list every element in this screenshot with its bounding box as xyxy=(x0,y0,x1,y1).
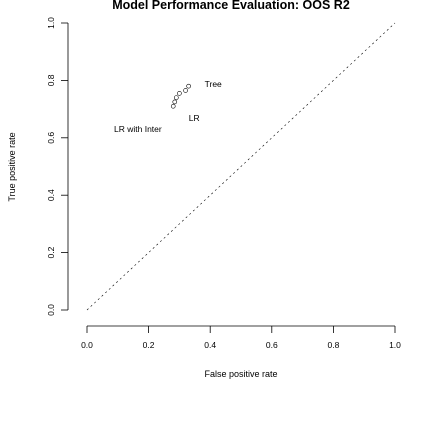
x-tick-label: 0.0 xyxy=(81,340,93,350)
point-label: LR xyxy=(189,113,200,123)
point-label: Tree xyxy=(205,79,222,89)
y-tick-label: 0.4 xyxy=(46,189,56,201)
data-point xyxy=(174,95,179,100)
y-tick-label: 1.0 xyxy=(46,17,56,29)
x-tick-label: 0.2 xyxy=(143,340,155,350)
y-tick-label: 0.6 xyxy=(46,132,56,144)
x-tick-label: 0.6 xyxy=(266,340,278,350)
x-axis: 0.0 0.2 0.4 0.6 0.8 1.0 xyxy=(81,325,401,350)
data-point xyxy=(186,83,191,89)
x-tick-label: 1.0 xyxy=(389,340,401,350)
y-tick-label: 0.2 xyxy=(46,246,56,258)
plot-marks: Tree LR LR with Inter xyxy=(86,22,396,311)
chart-title: Model Performance Evaluation: OOS R2 xyxy=(112,0,350,12)
x-axis-title: False positive rate xyxy=(204,369,277,379)
diagonal-reference-line xyxy=(86,22,396,311)
y-axis: 0.0 0.2 0.4 0.6 0.8 1.0 xyxy=(46,17,69,316)
data-point xyxy=(172,99,178,105)
data-point xyxy=(170,103,176,109)
point-label: LR with Inter xyxy=(114,124,162,134)
y-axis-title: True positive rate xyxy=(7,132,17,201)
data-point xyxy=(183,88,188,93)
x-tick-label: 0.8 xyxy=(327,340,339,350)
y-tick-label: 0.0 xyxy=(46,304,56,316)
data-point xyxy=(177,91,182,96)
y-tick-label: 0.8 xyxy=(46,74,56,86)
x-tick-label: 0.4 xyxy=(204,340,216,350)
